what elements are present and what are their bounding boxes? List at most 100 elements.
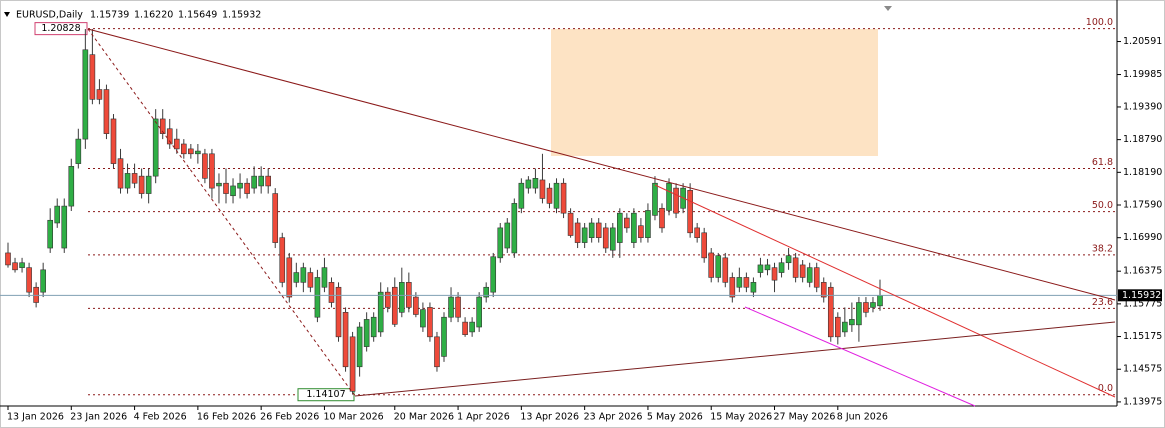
candle-body <box>19 262 25 268</box>
candle-body <box>539 179 546 199</box>
close-info: 1.15932 <box>222 10 261 21</box>
candle-body <box>842 321 848 333</box>
x-tick-label: 13 Apr 2026 <box>520 412 579 423</box>
zone-rectangle <box>551 29 878 156</box>
fib-label: 50.0 <box>1092 200 1113 211</box>
candle-body <box>448 296 454 318</box>
candle-body <box>856 302 862 326</box>
candle-body <box>117 158 124 189</box>
candle-body <box>455 296 461 318</box>
y-tick-label: 1.17590 <box>1123 200 1162 211</box>
candle-body <box>511 203 518 254</box>
candle-body <box>265 175 271 187</box>
y-tick-label: 1.14575 <box>1123 364 1162 375</box>
candle-body <box>370 316 377 338</box>
candle-body <box>638 225 644 238</box>
candle-body <box>244 182 250 194</box>
trend-line <box>654 184 1116 398</box>
trend-line <box>744 306 976 407</box>
candle-body <box>209 153 215 189</box>
candle-body <box>434 336 440 368</box>
fib-label: 23.6 <box>1092 297 1113 308</box>
high-marker-label: 1.20828 <box>41 23 80 34</box>
candle-body <box>504 222 511 249</box>
y-tick-label: 1.19985 <box>1123 69 1162 80</box>
candle-body <box>173 138 180 150</box>
candle-body <box>441 316 447 357</box>
candle-body <box>54 205 61 224</box>
candle-body <box>743 277 750 288</box>
candle-body <box>349 336 356 392</box>
candle-body <box>377 291 384 333</box>
y-tick-label: 1.20591 <box>1123 36 1162 47</box>
candle-body <box>462 321 468 335</box>
candle-body <box>771 267 778 281</box>
current-price-label: 1.15932 <box>1122 290 1161 301</box>
candle-body <box>399 282 405 313</box>
x-tick-label: 5 May 2026 <box>647 412 703 423</box>
candle-body <box>694 227 700 238</box>
candle-body <box>321 267 328 288</box>
y-tick-label: 1.13975 <box>1123 396 1162 407</box>
candle-body <box>384 291 391 308</box>
candle-body <box>729 277 736 298</box>
shift-marker <box>884 6 892 11</box>
candle-body <box>560 182 567 214</box>
x-tick-label: 13 Jan 2026 <box>7 412 64 423</box>
x-tick-label: 4 Feb 2026 <box>134 412 187 423</box>
candle-body <box>89 54 96 100</box>
candle-body <box>40 269 46 293</box>
candle-body <box>181 143 187 155</box>
candle-body <box>131 173 138 184</box>
candle-body <box>687 189 693 234</box>
candle-body <box>103 89 110 134</box>
candle-body <box>595 222 602 238</box>
candle-body <box>96 89 103 100</box>
candle-body <box>469 321 475 333</box>
plot-layer: 1.20591 1.19985 1.19390 1.18790 1.18190 1.175… <box>0 17 1162 423</box>
candle-body <box>216 182 222 187</box>
candle-body <box>47 219 53 249</box>
y-tick-label: 1.16990 <box>1123 232 1162 243</box>
candle-body <box>645 210 651 238</box>
candle-body <box>715 255 722 278</box>
candle-body <box>286 257 293 298</box>
candle-body <box>624 217 630 229</box>
x-tick-label: 8 Jun 2026 <box>837 412 888 423</box>
candle-body <box>659 207 665 229</box>
candle-body <box>251 175 257 189</box>
x-tick-label: 23 Apr 2026 <box>584 412 643 423</box>
candle-body <box>778 262 785 273</box>
candle-body <box>863 302 869 313</box>
fib-label: 38.2 <box>1092 243 1113 254</box>
candle-body <box>110 118 117 164</box>
candle-body <box>722 257 729 283</box>
candle-body <box>553 182 560 209</box>
candle-body <box>145 175 152 194</box>
fib-label: 0.0 <box>1098 383 1113 394</box>
x-tick-label: 1 Apr 2026 <box>457 412 510 423</box>
candle-body <box>813 267 820 288</box>
candle-body <box>342 312 349 368</box>
candle-body <box>293 272 300 283</box>
candle-body <box>673 187 679 214</box>
current-price-box <box>1118 289 1162 302</box>
candle-body <box>82 49 89 140</box>
candle-body <box>328 282 335 303</box>
candle-body <box>26 267 32 293</box>
candle-body <box>307 272 314 288</box>
candle-body <box>413 296 419 315</box>
x-tick-label: 27 May 2026 <box>774 412 836 423</box>
candle-body <box>314 277 321 318</box>
candle-body <box>12 262 18 271</box>
candle-body <box>258 175 264 187</box>
y-tick-label: 1.15775 <box>1123 298 1162 309</box>
candle-body <box>476 296 482 328</box>
candle-body <box>799 264 806 278</box>
candle-body <box>870 302 876 308</box>
candle-body <box>166 128 173 145</box>
candle-body <box>230 185 236 197</box>
candle-body <box>708 252 715 278</box>
candle-body <box>785 255 792 264</box>
